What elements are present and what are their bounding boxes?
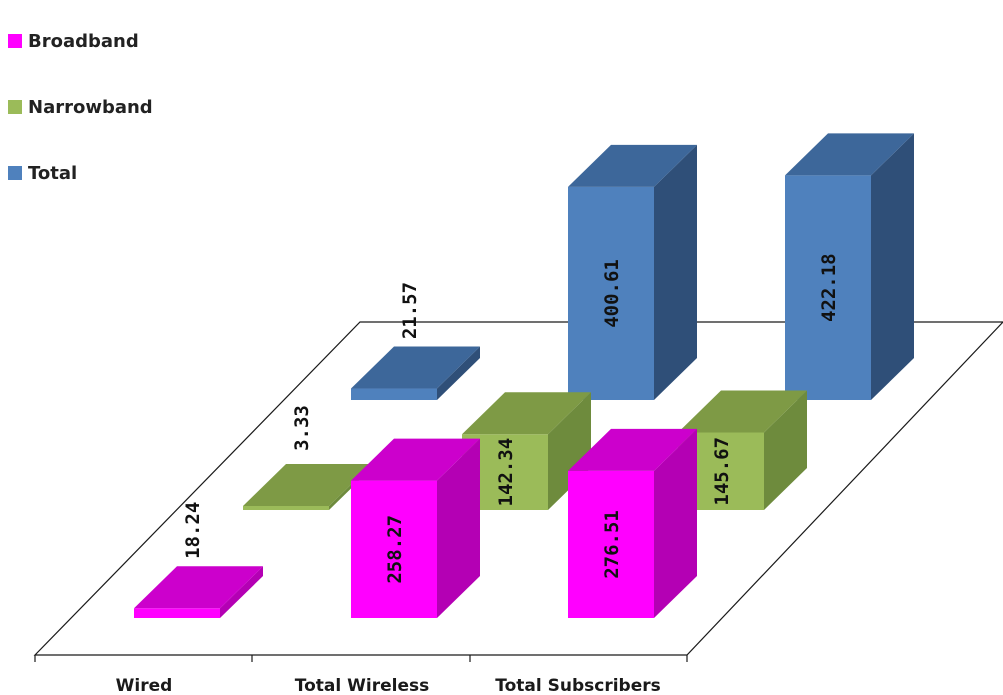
bar-narrowband-total-subscribers-side: [764, 390, 807, 510]
legend: Broadband Narrowband Total: [8, 30, 153, 228]
bar-broadband-total-subscribers-side: [654, 428, 697, 618]
bar-broadband-total-wireless: [351, 480, 437, 618]
legend-item-narrowband: Narrowband: [8, 96, 153, 118]
bar-total-wired: [351, 388, 437, 400]
bar-total-total-subscribers-side: [871, 133, 914, 400]
legend-label-broadband: Broadband: [28, 30, 139, 52]
legend-label-narrowband: Narrowband: [28, 96, 153, 118]
bar-broadband-wired-top: [134, 566, 263, 609]
data-label-broadband-wired: 18.24: [182, 502, 204, 559]
data-label-broadband-total-subscribers: 276.51: [601, 510, 623, 579]
data-label-narrowband-total-subscribers: 145.67: [711, 437, 733, 506]
x-tick-label-total-subscribers: Total Subscribers: [495, 676, 660, 695]
x-tick-label-total-wireless: Total Wireless: [295, 676, 429, 695]
legend-item-total: Total: [8, 162, 153, 184]
bar-narrowband-wired: [243, 506, 329, 510]
bar-narrowband-wired-top: [243, 464, 372, 506]
data-label-total-total-wireless: 400.61: [601, 259, 623, 328]
bar-total-total-wireless-top: [568, 144, 697, 187]
data-label-narrowband-total-wireless: 142.34: [495, 438, 517, 507]
bar-broadband-wired-side: [220, 566, 263, 618]
bar-total-wired-side: [437, 346, 480, 400]
data-label-total-total-subscribers: 422.18: [818, 253, 840, 322]
legend-label-total: Total: [28, 162, 78, 184]
data-label-total-wired: 21.57: [399, 282, 421, 339]
bar-broadband-wired: [134, 608, 220, 618]
bar-total-total-wireless: [568, 186, 654, 400]
bar-total-total-subscribers-top: [785, 133, 914, 176]
bar-broadband-total-wireless-side: [437, 438, 480, 618]
legend-item-broadband: Broadband: [8, 30, 153, 52]
bar-narrowband-total-subscribers-top: [678, 390, 807, 433]
data-label-narrowband-wired: 3.33: [291, 405, 313, 451]
bar-broadband-total-subscribers: [568, 470, 654, 618]
bar-broadband-total-subscribers-top: [568, 428, 697, 471]
x-tick-label-wired: Wired: [116, 676, 173, 695]
legend-swatch-total: [8, 166, 22, 180]
bar-total-wired-top: [351, 346, 480, 389]
data-label-broadband-total-wireless: 258.27: [384, 515, 406, 584]
bar-narrowband-total-wireless-top: [462, 392, 591, 435]
bar-broadband-total-wireless-top: [351, 438, 480, 481]
legend-swatch-broadband: [8, 34, 22, 48]
bar-narrowband-total-wireless-side: [548, 392, 591, 510]
legend-swatch-narrowband: [8, 100, 22, 114]
bar-total-total-subscribers: [785, 175, 871, 400]
bar-total-total-wireless-side: [654, 144, 697, 400]
